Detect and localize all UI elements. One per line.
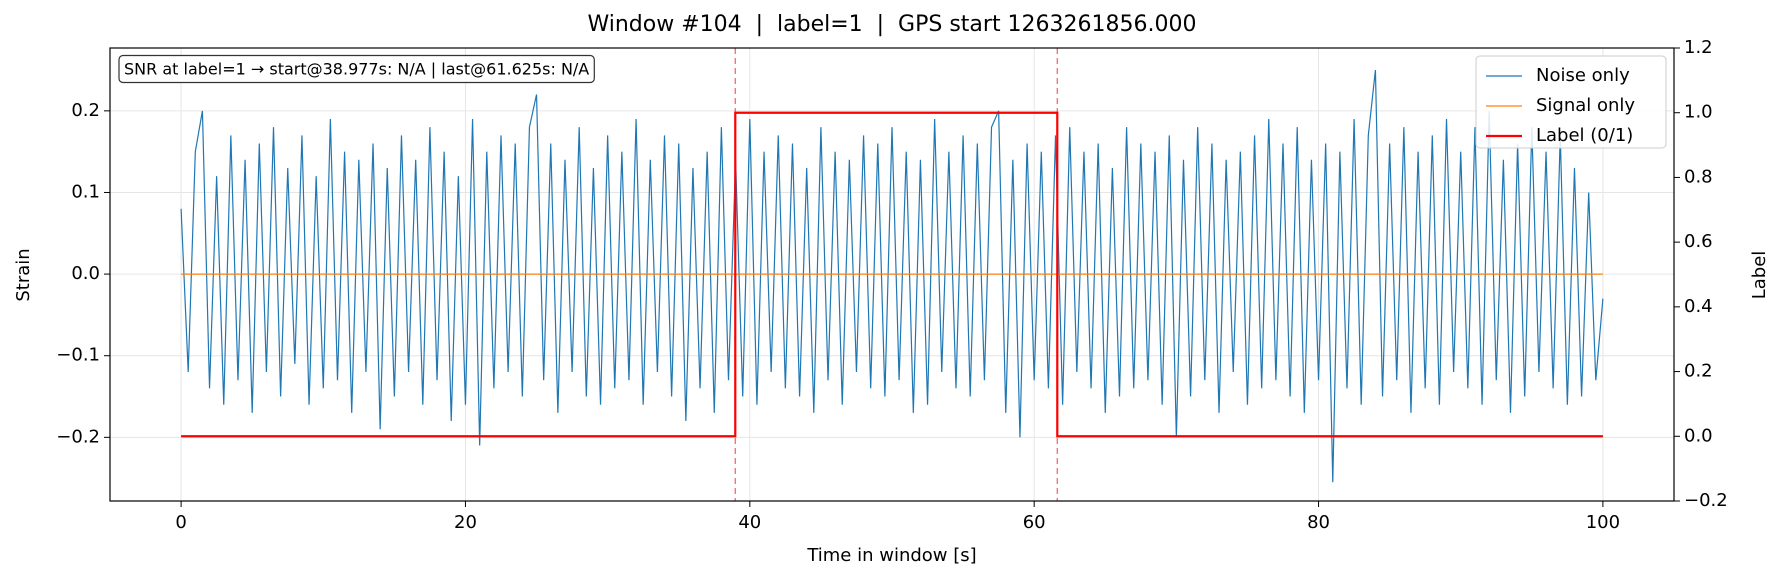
x-axis-label: Time in window [s] bbox=[806, 545, 976, 566]
legend-box bbox=[1475, 55, 1667, 149]
x-tick-label: 80 bbox=[1307, 512, 1330, 533]
x-tick-label: 40 bbox=[738, 512, 761, 533]
x-tick-label: 60 bbox=[1023, 512, 1046, 533]
annotation-box bbox=[118, 54, 595, 84]
series-line bbox=[180, 69, 1604, 483]
y2-tick-label: 0.8 bbox=[1684, 166, 1713, 187]
chart-title: Window #104 | label=1 | GPS start 126326… bbox=[587, 12, 1196, 37]
annotation: SNR at label=1 → start@38.977s: N/A | la… bbox=[124, 60, 589, 79]
y2-axis-label: Label bbox=[1749, 251, 1770, 300]
y-tick-label: −0.2 bbox=[56, 426, 100, 447]
y2-tick-label: 0.0 bbox=[1684, 425, 1713, 446]
y2-tick-label: 0.6 bbox=[1684, 231, 1713, 252]
y2-tick-label: 0.4 bbox=[1684, 296, 1713, 317]
y-tick-label: 0.2 bbox=[71, 100, 100, 121]
plot-frame bbox=[109, 47, 1675, 502]
y-tick-label: 0.1 bbox=[71, 181, 100, 202]
y2-tick-label: 1.2 bbox=[1684, 37, 1713, 58]
series-line bbox=[181, 111, 1603, 438]
y-axis-label: Strain bbox=[13, 248, 34, 301]
legend-label: Noise only bbox=[1536, 65, 1630, 86]
legend-label: Signal only bbox=[1536, 95, 1635, 116]
y2-tick-label: 0.2 bbox=[1684, 361, 1713, 382]
x-tick-label: 100 bbox=[1586, 512, 1620, 533]
x-tick-label: 0 bbox=[175, 512, 186, 533]
y2-tick-label: 1.0 bbox=[1684, 102, 1713, 123]
y-tick-label: −0.1 bbox=[56, 345, 100, 366]
y2-tick-label: −0.2 bbox=[1684, 490, 1728, 511]
legend-label: Label (0/1) bbox=[1536, 125, 1633, 146]
x-tick-label: 20 bbox=[454, 512, 477, 533]
y-tick-label: 0.0 bbox=[71, 263, 100, 284]
